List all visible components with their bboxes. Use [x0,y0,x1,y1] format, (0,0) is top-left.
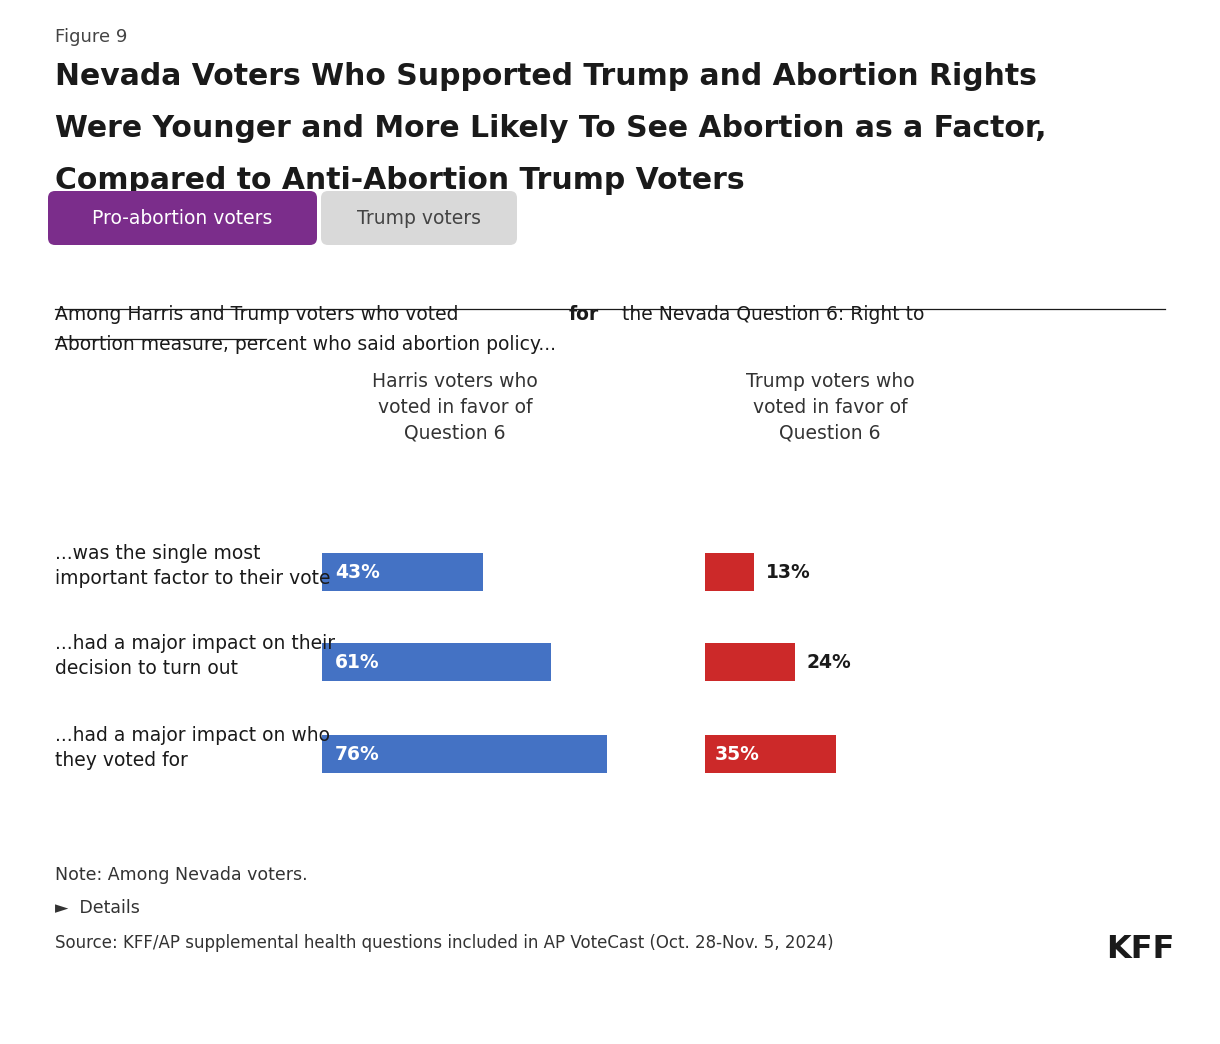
Text: Compared to Anti-Abortion Trump Voters: Compared to Anti-Abortion Trump Voters [55,166,744,195]
FancyBboxPatch shape [321,191,517,245]
Text: Nevada Voters Who Supported Trump and Abortion Rights: Nevada Voters Who Supported Trump and Ab… [55,62,1037,91]
Text: Trump voters: Trump voters [357,209,481,228]
Text: for: for [569,305,599,324]
Text: KFF: KFF [1107,934,1175,965]
Text: the Nevada Question 6: Right to: the Nevada Question 6: Right to [616,305,924,324]
Text: ...had a major impact on their
decision to turn out: ...had a major impact on their decision … [55,635,336,678]
Text: Source: KFF/AP supplemental health questions included in AP VoteCast (Oct. 28-No: Source: KFF/AP supplemental health quest… [55,934,833,952]
Text: Among Harris and Trump voters who voted: Among Harris and Trump voters who voted [55,305,465,324]
Bar [322,553,483,591]
Bar [705,553,754,591]
Text: 13%: 13% [766,563,810,582]
Text: ...had a major impact on who
they voted for: ...had a major impact on who they voted … [55,727,329,769]
Text: 43%: 43% [336,563,379,582]
Bar [322,735,608,773]
Bar [705,735,836,773]
Text: 24%: 24% [806,652,852,671]
Text: Pro-abortion voters: Pro-abortion voters [93,209,273,228]
Text: 61%: 61% [336,652,379,671]
Text: 35%: 35% [715,744,760,763]
Text: Figure 9: Figure 9 [55,28,127,46]
Bar [705,643,795,681]
Text: Were Younger and More Likely To See Abortion as a Factor,: Were Younger and More Likely To See Abor… [55,114,1047,143]
Text: Trump voters who
voted in favor of
Question 6: Trump voters who voted in favor of Quest… [745,372,914,443]
Bar [322,643,550,681]
Text: Note: Among Nevada voters.: Note: Among Nevada voters. [55,867,307,884]
Text: ►  Details: ► Details [55,899,140,917]
Text: 76%: 76% [336,744,379,763]
Text: ...was the single most
important factor to their vote: ...was the single most important factor … [55,544,331,588]
Text: Abortion measure, percent who said abortion policy...: Abortion measure, percent who said abort… [55,335,556,354]
Text: Harris voters who
voted in favor of
Question 6: Harris voters who voted in favor of Ques… [372,372,538,443]
FancyBboxPatch shape [48,191,317,245]
